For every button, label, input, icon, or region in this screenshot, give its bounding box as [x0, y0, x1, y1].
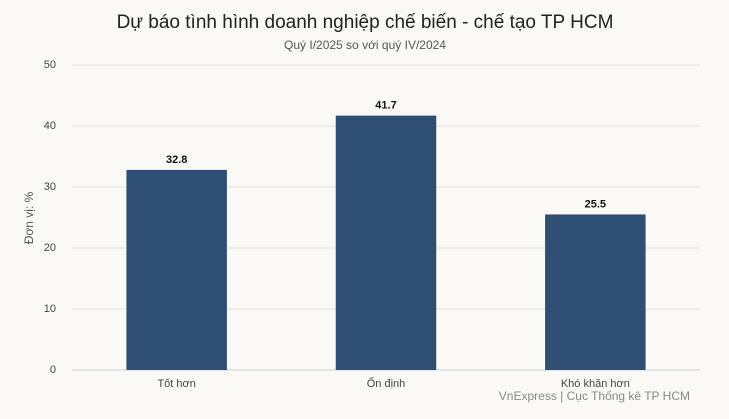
data-label: 25.5: [585, 198, 606, 210]
bar: [335, 115, 437, 370]
x-tick-label: Ổn định: [367, 377, 406, 390]
y-tick-label: 10: [44, 303, 56, 315]
y-tick-label: 50: [44, 59, 56, 71]
source: VnExpress | Cục Thống kê TP HCM: [499, 389, 690, 403]
chart-title: Dự báo tình hình doanh nghiệp chế biến -…: [117, 12, 614, 33]
bar: [126, 169, 227, 370]
data-label: 41.7: [375, 100, 396, 112]
x-tick-label: Khó khăn hơn: [561, 378, 630, 390]
y-tick-label: 20: [44, 242, 56, 254]
y-axis-title: Đơn vị: %: [22, 191, 36, 244]
y-tick-label: 40: [44, 120, 56, 132]
data-label: 32.8: [166, 154, 187, 166]
bar: [545, 214, 646, 370]
y-tick-label: 0: [50, 364, 56, 376]
x-tick-label: Tốt hơn: [157, 378, 195, 390]
chart-subtitle: Quý I/2025 so với quý IV/2024: [284, 38, 446, 52]
y-tick-label: 30: [44, 181, 56, 193]
